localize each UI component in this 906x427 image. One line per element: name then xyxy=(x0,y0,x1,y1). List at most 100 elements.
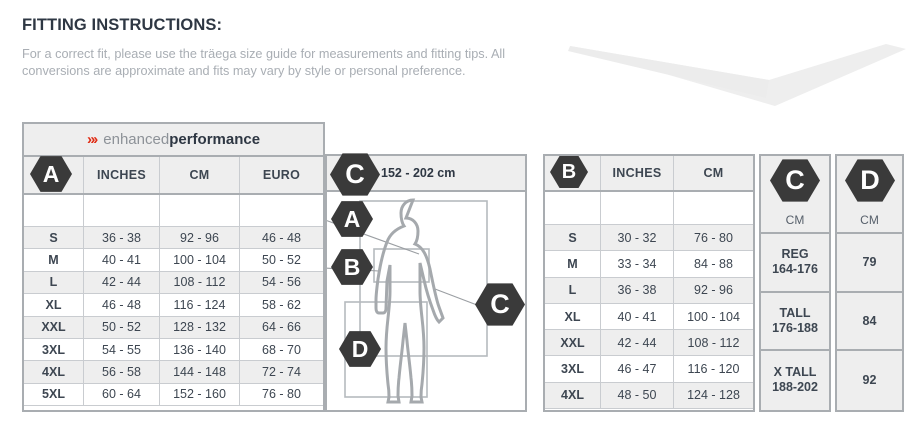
height-range-cell: X TALL 188-202 xyxy=(761,351,829,410)
hexagon-marker-d-label: D xyxy=(351,335,369,362)
table-row: 4XL 48 - 50 124 - 128 xyxy=(545,382,753,410)
size-cell: L xyxy=(545,277,601,303)
table-row: 4XL 56 - 58 144 - 148 72 - 74 xyxy=(24,361,323,384)
left-table-header-row: A INCHES CM EURO xyxy=(24,156,323,195)
right-table-body: S 30 - 32 76 - 80 M 33 - 34 84 - 88 L 36 - 38 92… xyxy=(545,225,753,410)
hexagon-marker-b-label: B xyxy=(343,253,361,280)
euro-cell: 68 - 70 xyxy=(262,342,301,357)
table-row: 3XL 46 - 47 116 - 120 xyxy=(545,356,753,383)
spacer-cell xyxy=(545,192,601,224)
d-column-unit: CM xyxy=(860,213,879,227)
measurement-diagram-panel: C 152 - 202 cm xyxy=(325,153,527,412)
table-row: 3XL 54 - 55 136 - 140 68 - 70 xyxy=(24,338,323,362)
spacer-cell xyxy=(240,195,323,226)
size-cell: 5XL xyxy=(24,383,84,406)
size-cell: XXL xyxy=(24,316,84,338)
hexagon-badge-d-column: D xyxy=(845,159,895,202)
cm-cell: 128 - 132 xyxy=(160,316,240,338)
spacer-cell xyxy=(601,192,674,224)
table-row: S 36 - 38 92 - 96 46 - 48 xyxy=(24,227,323,250)
sleeve-length-cell: 92 xyxy=(837,351,902,410)
inches-cell: 42 - 44 xyxy=(601,330,674,356)
hexagon-marker-a-label: A xyxy=(343,205,361,232)
euro-cell: 76 - 80 xyxy=(262,387,301,402)
height-range-label: 152 - 202 cm xyxy=(381,166,456,180)
sleeve-length-cell: 84 xyxy=(837,292,902,352)
height-column-c: C CM REG 164-176 TALL 176-188 X TALL 188-202 xyxy=(759,154,831,412)
table-row: XL 46 - 48 116 - 124 58 - 62 xyxy=(24,294,323,317)
table-row: M 40 - 41 100 - 104 50 - 52 xyxy=(24,249,323,272)
size-cell: M xyxy=(545,251,601,277)
hexagon-badge-c-header-label: C xyxy=(345,159,365,189)
right-table-header-row: B INCHES CM xyxy=(545,156,753,192)
inches-cell: 40 - 41 xyxy=(84,249,160,271)
inches-cell: 42 - 44 xyxy=(84,271,160,294)
c-column-unit: CM xyxy=(785,213,805,227)
euro-cell: 54 - 56 xyxy=(262,275,301,290)
hexagon-badge-b: B xyxy=(550,156,588,188)
cm-cell: 152 - 160 xyxy=(160,383,240,406)
hexagon-marker-c-label: C xyxy=(490,289,510,319)
inches-cell: 46 - 47 xyxy=(601,356,674,382)
inches-cell: 36 - 38 xyxy=(601,277,674,303)
figure-panel-body: A B C D xyxy=(327,192,525,410)
height-range-value: 188-202 xyxy=(772,380,818,395)
d-column-header: D CM xyxy=(837,156,902,234)
hexagon-badge-b-label: B xyxy=(561,161,577,183)
brand-word-performance: performance xyxy=(169,131,261,148)
sleeve-length-cell: 79 xyxy=(837,234,902,293)
spacer-cell xyxy=(674,192,753,224)
spacer-cell xyxy=(160,195,240,226)
cm-cell: 116 - 120 xyxy=(687,362,740,377)
height-range-value: 164-176 xyxy=(772,262,818,277)
left-col-header-cm: CM xyxy=(160,157,240,193)
table-row: XXL 42 - 44 108 - 112 xyxy=(545,330,753,357)
size-cell: S xyxy=(24,227,84,249)
hexagon-badge-d-column-label: D xyxy=(860,165,880,195)
inches-cell: 36 - 38 xyxy=(84,227,160,249)
inches-cell: 54 - 55 xyxy=(84,338,160,361)
hexagon-badge-c-column: C xyxy=(770,159,820,202)
size-cell: XL xyxy=(545,303,601,330)
table-row: M 33 - 34 84 - 88 xyxy=(545,251,753,278)
size-table-chest: »› enhanced performance A INCHES CM EURO… xyxy=(22,122,325,412)
hexagon-badge-c-column-label: C xyxy=(785,165,805,195)
sleeve-column-d: D CM 79 84 92 xyxy=(835,154,904,412)
cm-cell: 92 - 96 xyxy=(694,283,733,298)
euro-cell: 50 - 52 xyxy=(262,253,301,268)
table-row: XL 40 - 41 100 - 104 xyxy=(545,303,753,331)
c-column-entries: REG 164-176 TALL 176-188 X TALL 188-202 xyxy=(761,234,829,410)
chevron-swoosh-graphic xyxy=(568,44,906,106)
size-cell: 3XL xyxy=(545,356,601,382)
left-badge-cell: A xyxy=(24,156,84,193)
brand-banner: »› enhanced performance xyxy=(24,124,323,157)
right-col-header-cm: CM xyxy=(703,166,724,180)
size-table-waist: B INCHES CM S 30 - 32 76 - 80 M 33 - 34 84 - … xyxy=(543,154,755,412)
table-row: L 36 - 38 92 - 96 xyxy=(545,277,753,304)
inches-cell: 48 - 50 xyxy=(601,382,674,409)
cm-cell: 116 - 124 xyxy=(160,294,240,316)
size-cell: L xyxy=(24,271,84,294)
cm-cell: 124 - 128 xyxy=(687,388,740,403)
cm-cell: 108 - 112 xyxy=(160,271,240,294)
height-range-name: TALL xyxy=(779,305,811,320)
hexagon-badge-a-label: A xyxy=(42,160,60,187)
size-cell: 4XL xyxy=(24,361,84,383)
height-range-value: 176-188 xyxy=(772,320,818,335)
cm-cell: 76 - 80 xyxy=(694,230,733,245)
height-range-cell: REG 164-176 xyxy=(761,234,829,293)
size-cell: 4XL xyxy=(545,382,601,409)
c-column-header: C CM xyxy=(761,156,829,234)
left-table-body: S 36 - 38 92 - 96 46 - 48 M 40 - 41 100 - 104 5… xyxy=(24,227,323,407)
euro-cell: 46 - 48 xyxy=(262,230,301,245)
spacer-cell xyxy=(84,195,160,226)
chevrons-icon: »› xyxy=(86,131,98,148)
figure-panel-header: C 152 - 202 cm xyxy=(327,153,525,196)
cm-cell: 108 - 112 xyxy=(687,335,740,350)
cm-cell: 136 - 140 xyxy=(160,338,240,361)
right-table-spacer-row xyxy=(545,192,753,225)
inches-cell: 46 - 48 xyxy=(84,294,160,316)
inches-cell: 56 - 58 xyxy=(84,361,160,383)
cm-cell: 144 - 148 xyxy=(160,361,240,383)
d-column-values: 79 84 92 xyxy=(837,234,902,410)
